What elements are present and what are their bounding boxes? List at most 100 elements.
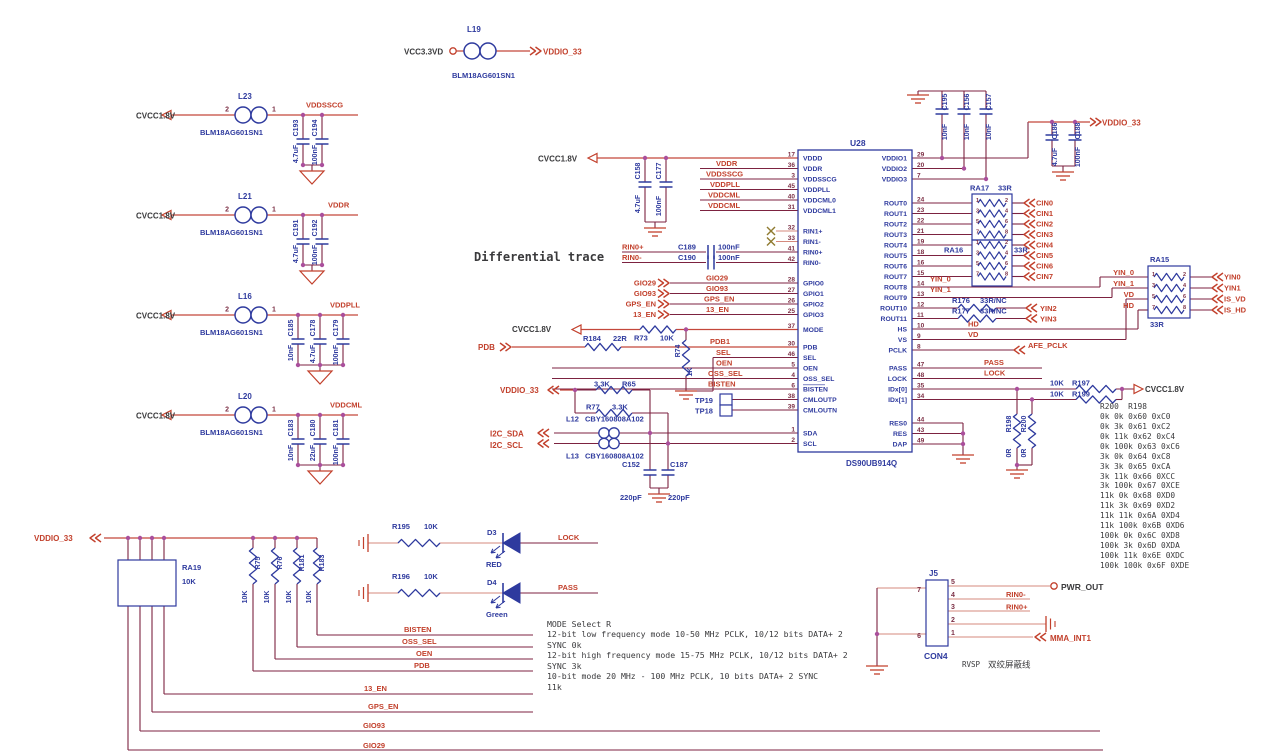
- pin-name: RIN0-: [803, 260, 821, 267]
- inductor-symbol: [234, 306, 252, 324]
- pin-number: 42: [788, 256, 796, 263]
- net-gps-en-in: GPS_EN: [626, 300, 656, 309]
- power-arrow-icon: [160, 409, 172, 421]
- ref-r65: R65: [622, 380, 636, 389]
- junction-dot: [295, 412, 301, 418]
- pin-name: IDx[0]: [888, 387, 907, 394]
- resistor: [292, 547, 302, 585]
- pin-number: 31: [788, 204, 796, 211]
- ref-c156: C156: [964, 94, 971, 111]
- net-vddr: VDDR: [328, 201, 350, 210]
- junction-dot: [665, 441, 671, 446]
- net-oss-sel-b: OSS_SEL: [402, 637, 437, 646]
- net-gio29-in: GIO29: [634, 279, 656, 288]
- resistor: [1153, 294, 1185, 304]
- ferrite-bead: [608, 437, 620, 450]
- pin-name: LOCK: [888, 376, 907, 383]
- net-pass: PASS: [984, 358, 1004, 367]
- net-gps-en-b: GPS_EN: [368, 702, 398, 711]
- pin-name: RIN0+: [803, 250, 822, 257]
- pin-number: 36: [788, 162, 796, 169]
- net-rin0p-j5: RIN0+: [1006, 603, 1028, 612]
- junction-dot: [683, 327, 689, 332]
- j5-pin3: 3: [951, 604, 955, 611]
- ref-j5: J5: [929, 569, 938, 578]
- inductor-symbol: [250, 106, 268, 124]
- pin-name: ROUT11: [881, 316, 908, 323]
- led-symbol: [502, 532, 521, 554]
- ref-r195: R195: [392, 522, 410, 531]
- net-vddr-pin: VDDR: [716, 159, 738, 168]
- pin-name: ROUT2: [884, 222, 907, 229]
- array-pin-number: 1: [1152, 272, 1155, 278]
- val-c195: 10nF: [942, 123, 949, 140]
- pin-name: SEL: [803, 355, 816, 362]
- array-pin-number: 2: [1005, 198, 1008, 204]
- net-13-en-b: 13_EN: [364, 684, 387, 693]
- resistor-array-outline: [971, 239, 1013, 287]
- junction-dot: [317, 312, 323, 318]
- val-ra15: 33R: [1150, 320, 1164, 329]
- net-i2c-scl: I2C_SCL: [490, 441, 523, 450]
- ground-triangle-icon: [306, 370, 334, 385]
- pin-name: ROUT6: [884, 264, 907, 271]
- ref-c195: C195: [942, 94, 949, 111]
- ref-l20: L20: [238, 392, 252, 401]
- junction-dot: [874, 631, 880, 637]
- net-chevron-icon: [537, 428, 550, 438]
- resistor: [595, 385, 633, 395]
- junction-dot: [1072, 119, 1078, 125]
- resistor: [977, 272, 1007, 281]
- note-shielded-twisted-pair: 双绞屏蔽线: [988, 660, 1031, 670]
- junction-dot: [300, 162, 306, 168]
- j5-pin7: 7: [917, 587, 921, 594]
- resistor: [312, 547, 322, 585]
- pin-name: DAP: [893, 442, 908, 449]
- resistor: [248, 547, 258, 585]
- array-pin-number: 6: [1005, 219, 1008, 225]
- net-chevron-icon: [547, 385, 560, 395]
- pin-name: ROUT9: [884, 295, 907, 302]
- net-chevron-icon: [1089, 117, 1102, 127]
- resistor: [977, 219, 1007, 229]
- net-cin6: CIN6: [1036, 262, 1053, 271]
- net-cvcc-u28: CVCC1.8V: [538, 155, 578, 164]
- resistor: [1012, 413, 1022, 449]
- ref-c181: C181: [333, 420, 340, 437]
- net-chevron-icon: [1025, 303, 1038, 313]
- array-pin-number: 8: [1183, 305, 1186, 311]
- net-is-hd: IS_HD: [1224, 306, 1247, 315]
- val-r176: 33R/NC: [980, 296, 1007, 305]
- net-cvcc-l23: CVCC1.8V: [136, 112, 176, 121]
- power-arrow-icon: [160, 209, 172, 221]
- note-differential-trace: Differential trace: [474, 250, 604, 264]
- junction-dot: [1119, 386, 1125, 392]
- j5-pin1: 1: [951, 630, 955, 637]
- val-c191: 4.7uF: [293, 244, 300, 263]
- net-pass-led: PASS: [558, 583, 578, 592]
- val-c193: 4.7uF: [293, 144, 300, 163]
- val-r195: 10K: [424, 522, 438, 531]
- resistor: [595, 408, 633, 418]
- pin-name: IDx[1]: [888, 397, 907, 404]
- junction-dot: [319, 262, 325, 268]
- net-vddpll-pin: VDDPLL: [710, 180, 740, 189]
- net-rin0m: RIN0-: [622, 253, 642, 262]
- pin-name: BISTEN: [803, 387, 828, 394]
- ref-tp18: TP18: [695, 407, 713, 416]
- ref-c179: C179: [333, 320, 340, 337]
- net-sel: SEL: [716, 348, 731, 357]
- net-gio29-b: GIO29: [363, 741, 385, 750]
- net-oen: OEN: [716, 359, 732, 368]
- junction-dot: [300, 212, 306, 218]
- array-pin-number: 7: [976, 272, 979, 278]
- val-r76: 10K: [264, 591, 271, 604]
- pin-number: 8: [917, 344, 921, 351]
- val-c180: 22uF: [310, 444, 317, 461]
- ref-r176: R176: [952, 296, 970, 305]
- net-cin4: CIN4: [1036, 241, 1054, 250]
- ref-r181: R181: [299, 555, 306, 572]
- part-con4: CON4: [924, 651, 948, 661]
- val-r181: 10K: [286, 591, 293, 604]
- net-chevron-icon: [1211, 294, 1224, 304]
